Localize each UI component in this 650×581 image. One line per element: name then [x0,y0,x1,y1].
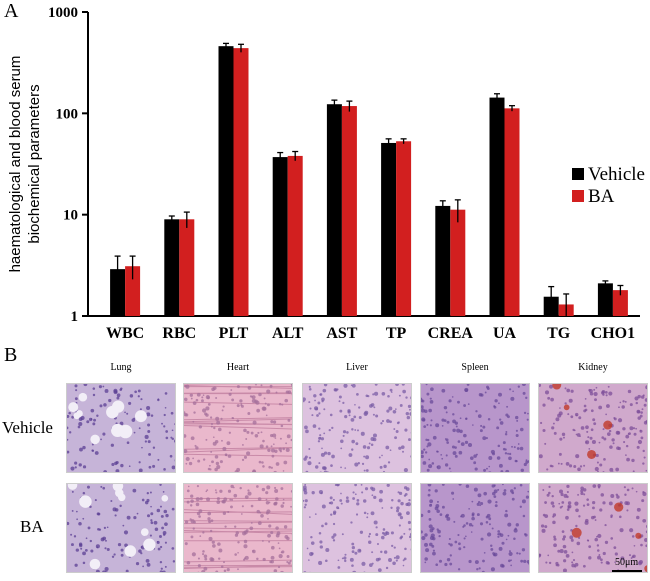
x-tick-label: TG [547,325,571,342]
legend-label-ba: BA [588,186,615,207]
y-tick-label: 1 [71,309,79,325]
x-tick-label: UA [493,325,517,342]
bar-ba-rbc [179,219,195,316]
x-tick-label: TP [386,325,407,342]
column-label-spleen: Spleen [461,362,489,373]
bar-ba-ua [504,108,520,316]
histology-image-spleen-ba [420,483,530,573]
histology-image-heart-vehicle [183,383,293,473]
bar-ba-crea [450,209,466,316]
legend-swatch-vehicle [572,168,584,180]
x-tick-label: RBC [162,325,196,342]
histology-image-heart-ba [183,483,293,573]
bar-vehicle-alt [272,157,288,316]
histology-image-lung-vehicle [66,383,176,473]
histology-image-lung-ba [66,483,176,573]
histology-image-liver-vehicle [302,383,412,473]
bar-ba-tp [396,141,412,316]
x-tick-label: PLT [219,325,249,342]
scale-bar [612,570,642,572]
bar-vehicle-rbc [164,219,180,316]
bar-ba-alt [287,155,303,316]
bar-ba-plt [233,48,249,316]
bar-ba-wbc [125,266,141,316]
x-tick-label: AST [326,325,357,342]
y-axis-label: haematological and blood serum [7,56,24,273]
legend-swatch-ba [572,190,584,202]
bar-vehicle-plt [218,46,234,316]
y-tick-label: 1000 [48,5,78,21]
bar-ba-ast [341,106,357,317]
histology-image-kidney-ba [538,483,648,573]
row-label-ba: BA [20,517,44,536]
panel-a-letter: A [4,0,19,22]
bar-vehicle-crea [435,205,451,316]
legend-label-vehicle: Vehicle [588,164,645,185]
bar-ba-cho1 [612,290,628,316]
x-tick-label: CHO1 [591,325,635,342]
column-label-lung: Lung [110,362,132,373]
histology-image-kidney-vehicle [538,383,648,473]
column-label-heart: Heart [226,362,250,373]
column-label-liver: Liver [346,362,368,373]
histology-image-spleen-vehicle [420,383,530,473]
y-tick-label: 10 [63,208,78,224]
row-label-vehicle: Vehicle [2,418,53,437]
bar-chart: 1 10 100 1000 haematological and blood serum… [7,5,645,342]
scale-bar-label: 50μm [615,557,639,568]
bar-vehicle-cho1 [597,283,613,316]
y-tick-label: 100 [56,106,79,122]
histology-image-liver-ba [302,483,412,573]
bar-vehicle-ua [489,97,505,316]
x-tick-label: ALT [272,325,304,342]
x-tick-label: WBC [106,325,144,342]
x-tick-label: CREA [428,325,474,342]
panel-b-letter: B [4,344,18,366]
bar-vehicle-tp [381,142,397,316]
y-axis-label: biochemical parameters [26,84,43,243]
bar-vehicle-ast [326,104,342,316]
column-label-kidney: Kidney [578,362,608,373]
bar-vehicle-wbc [110,269,126,316]
